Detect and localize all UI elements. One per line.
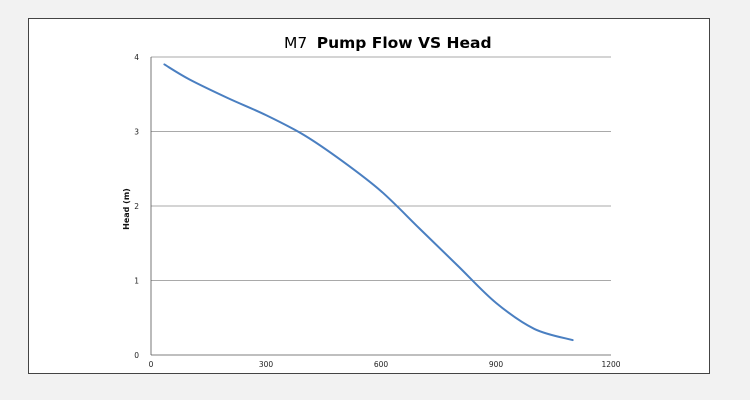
y-tick-label-1: 1	[134, 277, 139, 286]
tick-labels: 0 1 2 3 4 0 300 600 900 1200	[134, 53, 621, 369]
series-layer	[163, 63, 574, 342]
x-tick-label-1: 300	[259, 360, 274, 369]
chart-frame: M7 Pump Flow VS Head Head (m) 0 1 2 3 4 0 300 6…	[28, 18, 710, 374]
y-tick-label-2: 2	[134, 202, 139, 211]
y-tick-label-0: 0	[134, 351, 139, 360]
x-tick-label-3: 900	[489, 360, 504, 369]
chart-title-model: M7	[284, 34, 307, 52]
chart-title: M7 Pump Flow VS Head	[284, 34, 492, 52]
chart-svg: M7 Pump Flow VS Head Head (m) 0 1 2 3 4 0 300 6…	[122, 34, 621, 369]
x-tick-label-2: 600	[374, 360, 389, 369]
series-line-0	[163, 63, 574, 342]
y-tick-label-4: 4	[134, 53, 139, 62]
chart-title-main: Pump Flow VS Head	[317, 34, 492, 52]
y-tick-label-3: 3	[134, 128, 139, 137]
x-tick-label-0: 0	[149, 360, 154, 369]
gridlines	[151, 56, 611, 281]
x-tick-label-4: 1200	[601, 360, 620, 369]
y-axis-label: Head (m)	[122, 188, 131, 230]
axes	[150, 57, 611, 356]
